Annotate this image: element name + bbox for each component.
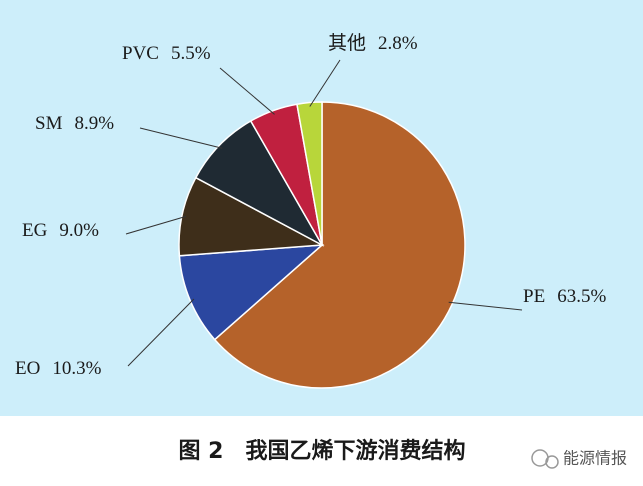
data-label: SM 8.9% [35,113,114,134]
data-label: 其他 2.8% [328,32,418,54]
pie-slice [296,101,323,246]
leader-line [127,298,195,367]
value-label: 10.3% [52,358,101,379]
category-label: 其他 [328,32,366,54]
category-label: EO [15,358,40,379]
watermark-icon [531,449,559,469]
pie-slice [194,119,324,247]
value-label: 8.9% [74,113,114,134]
category-label: PVC [122,43,159,64]
data-label: PVC 5.5% [122,43,211,64]
value-label: 9.0% [59,220,99,241]
leader-line [448,301,523,311]
leader-line [125,215,187,235]
data-label: PE 63.5% [523,286,606,307]
pie-slice [178,176,325,257]
leader-line [139,127,223,149]
category-label: PE [523,286,545,307]
pie-slice [213,101,466,389]
category-label: EG [22,220,48,241]
leader-line [219,67,275,115]
caption: 图 2 我国乙烯下游消费结构 [179,438,466,464]
pie-slice [178,244,325,341]
value-label: 2.8% [378,33,418,54]
value-label: 63.5% [557,286,606,307]
value-label: 5.5% [171,43,211,64]
data-label: EO 10.3% [15,358,102,379]
data-label: EG 9.0% [22,220,99,241]
watermark: 能源情报 [563,449,627,468]
category-label: SM [35,113,63,134]
leader-line [309,59,341,107]
